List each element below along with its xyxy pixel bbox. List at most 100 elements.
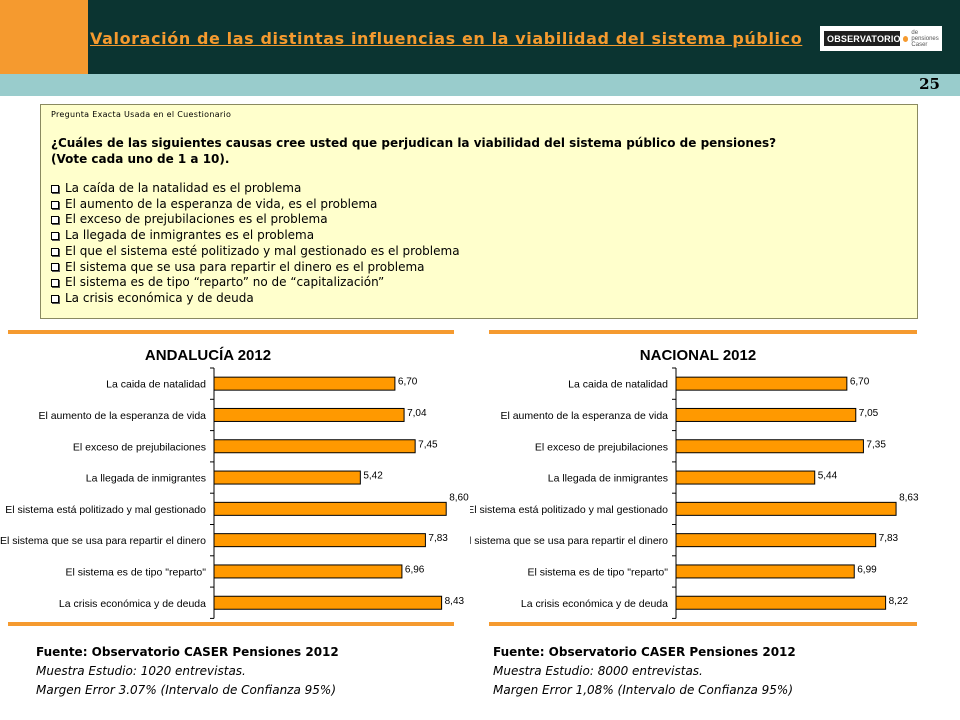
data-label: 7,83 bbox=[879, 533, 899, 544]
question-box: Pregunta Exacta Usada en el Cuestionario… bbox=[40, 104, 918, 319]
data-label: 6,70 bbox=[398, 377, 418, 388]
category-label: El sistema está politizado y mal gestion… bbox=[5, 504, 206, 516]
option-label: El exceso de prejubilaciones es el probl… bbox=[65, 212, 328, 227]
page-number: 25 bbox=[919, 75, 940, 93]
category-label: La caida de natalidad bbox=[568, 379, 668, 391]
category-label: El exceso de prejubilaciones bbox=[535, 441, 668, 453]
options-list: La caída de la natalidad es el problema … bbox=[51, 181, 907, 307]
checkbox-icon bbox=[51, 231, 59, 240]
footnote-right: Fuente: Observatorio CASER Pensiones 201… bbox=[493, 643, 796, 700]
list-item: El que el sistema esté politizado y mal … bbox=[51, 244, 907, 260]
logo-text: OBSERVATORIO bbox=[827, 33, 901, 44]
list-item: La crisis económica y de deuda bbox=[51, 291, 907, 307]
divider-top-left bbox=[8, 330, 454, 334]
bar bbox=[675, 470, 816, 485]
option-label: La llegada de inmigrantes es el problema bbox=[65, 228, 315, 243]
category-label: El sistema es de tipo "reparto" bbox=[65, 566, 206, 578]
category-label: El sistema que se usa para repartir el d… bbox=[470, 535, 668, 547]
checkbox-icon bbox=[51, 294, 59, 303]
option-label: El sistema que se usa para repartir el d… bbox=[65, 259, 425, 274]
bar bbox=[213, 439, 416, 454]
category-label: La llegada de inmigrantes bbox=[548, 473, 668, 485]
category-label: La llegada de inmigrantes bbox=[86, 473, 206, 485]
data-label: 8,43 bbox=[445, 596, 465, 607]
data-label: 6,70 bbox=[850, 377, 870, 388]
logo-subtitle: de pensiones Caser bbox=[911, 29, 939, 48]
option-label: La caída de la natalidad es el problema bbox=[65, 181, 302, 195]
checkbox-icon bbox=[51, 279, 59, 288]
checkbox-icon bbox=[51, 247, 59, 256]
data-label: 7,05 bbox=[859, 408, 879, 419]
header-accent-block bbox=[0, 0, 88, 74]
data-label: 5,44 bbox=[818, 471, 838, 482]
category-label: El sistema está politizado y mal gestion… bbox=[470, 504, 668, 516]
category-label: El aumento de la esperanza de vida bbox=[38, 410, 206, 422]
source-text: Fuente: Observatorio CASER Pensiones 201… bbox=[493, 645, 796, 659]
chart-title: ANDALUCÍA 2012 bbox=[145, 347, 271, 364]
page-title: Valoración de las distintas influencias … bbox=[90, 29, 803, 48]
data-label: 7,45 bbox=[418, 439, 438, 450]
question-text: ¿Cuáles de las siguientes causas cree us… bbox=[51, 135, 907, 167]
bar bbox=[213, 470, 361, 485]
footnote-left: Fuente: Observatorio CASER Pensiones 201… bbox=[36, 643, 339, 700]
option-label: La crisis económica y de deuda bbox=[65, 290, 254, 305]
list-item: La caída de la natalidad es el problema bbox=[51, 181, 907, 197]
data-label: 7,83 bbox=[428, 533, 448, 544]
bar bbox=[675, 407, 857, 422]
bar bbox=[675, 533, 877, 548]
category-label: El sistema es de tipo "reparto" bbox=[527, 566, 668, 578]
list-item: El exceso de prejubilaciones es el probl… bbox=[51, 212, 907, 228]
question-text-line1: ¿Cuáles de las siguientes causas cree us… bbox=[51, 136, 777, 150]
sample-text: Muestra Estudio: 8000 entrevistas. bbox=[493, 664, 703, 678]
bar bbox=[675, 564, 855, 579]
margin-text: Margen Error 3.07% (Intervalo de Confian… bbox=[36, 683, 336, 697]
bar bbox=[675, 501, 897, 516]
divider-bottom-right bbox=[489, 622, 917, 626]
question-text-line2: (Vote cada uno de 1 a 10). bbox=[51, 152, 230, 166]
category-label: La caida de natalidad bbox=[106, 379, 206, 391]
bar bbox=[675, 376, 848, 391]
data-label: 8,22 bbox=[889, 596, 909, 607]
list-item: El sistema es de tipo “reparto” no de “c… bbox=[51, 275, 907, 291]
bar bbox=[213, 595, 443, 610]
bar bbox=[213, 501, 447, 516]
data-label: 7,04 bbox=[407, 408, 427, 419]
bar bbox=[213, 407, 405, 422]
category-label: La crisis económica y de deuda bbox=[521, 598, 668, 610]
category-label: El exceso de prejubilaciones bbox=[73, 441, 206, 453]
observatorio-logo: OBSERVATORIO de pensiones Caser bbox=[820, 26, 942, 51]
chart-nacional: NACIONAL 2012 La caida de natalidad 6,70 El… bbox=[470, 347, 919, 619]
bar bbox=[213, 376, 396, 391]
list-item: La llegada de inmigrantes es el problema bbox=[51, 228, 907, 244]
divider-top-right bbox=[489, 330, 917, 334]
data-label: 6,99 bbox=[857, 564, 877, 575]
bar bbox=[675, 439, 864, 454]
bar bbox=[213, 564, 403, 579]
sample-text: Muestra Estudio: 1020 entrevistas. bbox=[36, 664, 246, 678]
header-band bbox=[0, 74, 960, 96]
data-label: 5,42 bbox=[363, 471, 383, 482]
checkbox-icon bbox=[51, 216, 59, 225]
question-label: Pregunta Exacta Usada en el Cuestionario bbox=[51, 110, 232, 119]
source-text: Fuente: Observatorio CASER Pensiones 201… bbox=[36, 645, 339, 659]
list-item: El aumento de la esperanza de vida, es e… bbox=[51, 197, 907, 213]
bar bbox=[213, 533, 426, 548]
checkbox-icon bbox=[51, 200, 59, 209]
category-label: La crisis económica y de deuda bbox=[59, 598, 206, 610]
checkbox-icon bbox=[51, 263, 59, 272]
checkbox-icon bbox=[51, 184, 59, 193]
chart-title: NACIONAL 2012 bbox=[640, 347, 756, 364]
data-label: 7,35 bbox=[866, 439, 886, 450]
list-item: El sistema que se usa para repartir el d… bbox=[51, 260, 907, 276]
logo-wordmark: OBSERVATORIO bbox=[824, 31, 901, 46]
chart-andalucia: ANDALUCÍA 2012 La caida de natalidad 6,70 E… bbox=[0, 347, 469, 619]
header-bar bbox=[88, 0, 960, 74]
margin-text: Margen Error 1,08% (Intervalo de Confian… bbox=[493, 683, 793, 697]
category-label: El aumento de la esperanza de vida bbox=[500, 410, 668, 422]
option-label: El aumento de la esperanza de vida, es e… bbox=[65, 196, 378, 211]
bar bbox=[675, 595, 887, 610]
data-label: 8,60 bbox=[449, 492, 469, 503]
sun-icon bbox=[903, 35, 909, 42]
data-label: 8,63 bbox=[899, 492, 919, 503]
data-label: 6,96 bbox=[405, 564, 425, 575]
